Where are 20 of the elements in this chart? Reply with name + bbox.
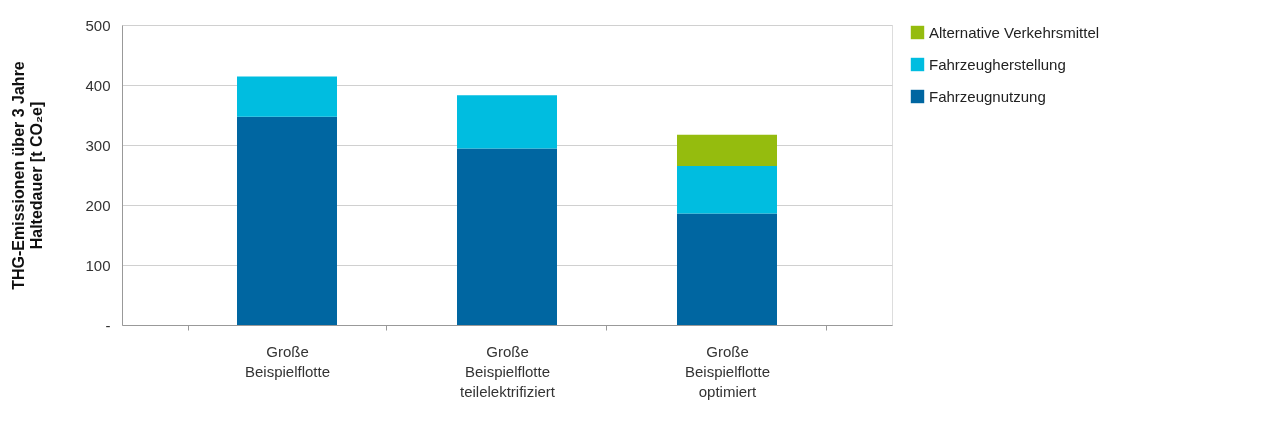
bar — [457, 95, 557, 149]
legend-label: Fahrzeugherstellung — [929, 55, 1066, 73]
bar — [677, 213, 777, 325]
y-tick-label: 300 — [85, 136, 111, 154]
x-tick-label: Große Beispielflotte — [244, 342, 331, 380]
y-tick-label: 200 — [85, 196, 111, 214]
y-tick-label: 400 — [85, 76, 111, 94]
y-tick-label: 500 — [85, 16, 111, 34]
bar — [237, 76, 337, 117]
legend-label: Alternative Verkehrsmittel — [929, 23, 1100, 41]
x-tick-label: Große Beispielflotte optimiert — [684, 342, 771, 400]
bar — [677, 166, 777, 214]
y-tick-label: - — [105, 316, 111, 334]
x-tick-label: Große Beispielflotte teilelektrifiziert — [459, 342, 556, 400]
bar — [457, 148, 557, 325]
bar — [237, 116, 337, 325]
y-axis-title: THG-Emissionen über 3 Jahre Haltedauer [t CO₂e] — [10, 61, 46, 290]
bar — [677, 134, 777, 166]
y-tick-label: 100 — [85, 256, 111, 274]
legend-label: Fahrzeugnutzung — [929, 87, 1046, 105]
